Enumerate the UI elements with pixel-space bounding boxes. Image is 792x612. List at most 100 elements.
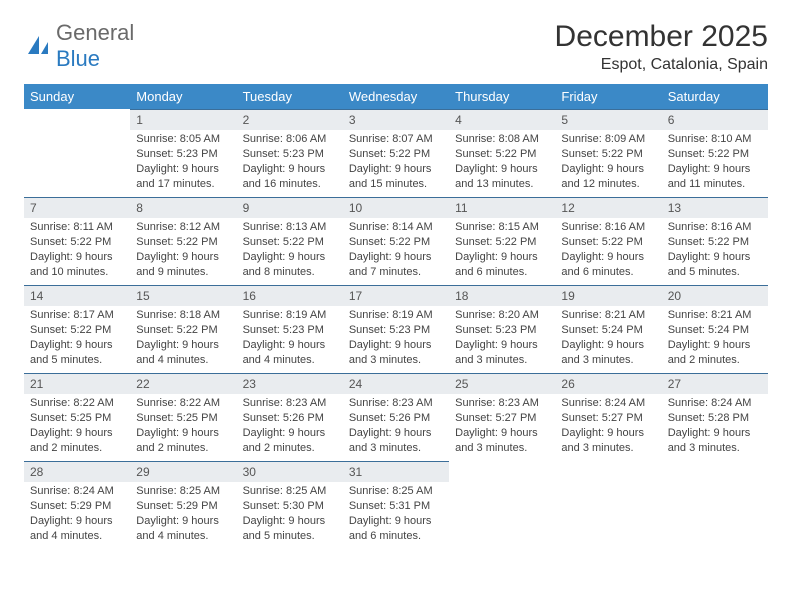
day-number: 1 <box>130 109 236 130</box>
day-body: Sunrise: 8:18 AMSunset: 5:22 PMDaylight:… <box>130 306 236 371</box>
calendar-day-cell <box>662 461 768 549</box>
daylight-line: Daylight: 9 hours and 10 minutes. <box>30 250 124 280</box>
day-number: 14 <box>24 285 130 306</box>
sunrise-line: Sunrise: 8:24 AM <box>30 484 124 499</box>
calendar-day-cell <box>449 461 555 549</box>
daylight-line: Daylight: 9 hours and 17 minutes. <box>136 162 230 192</box>
sunset-line: Sunset: 5:22 PM <box>668 235 762 250</box>
day-number: 8 <box>130 197 236 218</box>
day-number: 11 <box>449 197 555 218</box>
calendar-day-cell: 8Sunrise: 8:12 AMSunset: 5:22 PMDaylight… <box>130 197 236 285</box>
calendar-day-cell: 15Sunrise: 8:18 AMSunset: 5:22 PMDayligh… <box>130 285 236 373</box>
calendar-week-row: 14Sunrise: 8:17 AMSunset: 5:22 PMDayligh… <box>24 285 768 373</box>
sunset-line: Sunset: 5:23 PM <box>243 323 337 338</box>
sunrise-line: Sunrise: 8:14 AM <box>349 220 443 235</box>
day-body: Sunrise: 8:21 AMSunset: 5:24 PMDaylight:… <box>555 306 661 371</box>
location: Espot, Catalonia, Spain <box>555 56 768 74</box>
weekday-header: Monday <box>130 84 236 109</box>
sunrise-line: Sunrise: 8:22 AM <box>136 396 230 411</box>
calendar-day-cell: 28Sunrise: 8:24 AMSunset: 5:29 PMDayligh… <box>24 461 130 549</box>
title-block: December 2025 Espot, Catalonia, Spain <box>555 20 768 74</box>
day-number: 17 <box>343 285 449 306</box>
day-body: Sunrise: 8:10 AMSunset: 5:22 PMDaylight:… <box>662 130 768 195</box>
logo-sail-icon <box>24 32 52 60</box>
day-body: Sunrise: 8:13 AMSunset: 5:22 PMDaylight:… <box>237 218 343 283</box>
weekday-header: Thursday <box>449 84 555 109</box>
sunrise-line: Sunrise: 8:25 AM <box>243 484 337 499</box>
sunrise-line: Sunrise: 8:08 AM <box>455 132 549 147</box>
day-body: Sunrise: 8:15 AMSunset: 5:22 PMDaylight:… <box>449 218 555 283</box>
daylight-line: Daylight: 9 hours and 7 minutes. <box>349 250 443 280</box>
sunrise-line: Sunrise: 8:06 AM <box>243 132 337 147</box>
sunset-line: Sunset: 5:27 PM <box>455 411 549 426</box>
calendar-day-cell: 17Sunrise: 8:19 AMSunset: 5:23 PMDayligh… <box>343 285 449 373</box>
daylight-line: Daylight: 9 hours and 3 minutes. <box>668 426 762 456</box>
sunset-line: Sunset: 5:27 PM <box>561 411 655 426</box>
day-number: 16 <box>237 285 343 306</box>
sunset-line: Sunset: 5:29 PM <box>30 499 124 514</box>
sunset-line: Sunset: 5:23 PM <box>243 147 337 162</box>
weekday-header-row: Sunday Monday Tuesday Wednesday Thursday… <box>24 84 768 109</box>
sunrise-line: Sunrise: 8:25 AM <box>136 484 230 499</box>
calendar-week-row: 1Sunrise: 8:05 AMSunset: 5:23 PMDaylight… <box>24 109 768 197</box>
calendar-day-cell: 4Sunrise: 8:08 AMSunset: 5:22 PMDaylight… <box>449 109 555 197</box>
day-number: 6 <box>662 109 768 130</box>
weekday-header: Friday <box>555 84 661 109</box>
daylight-line: Daylight: 9 hours and 3 minutes. <box>349 338 443 368</box>
calendar-day-cell: 14Sunrise: 8:17 AMSunset: 5:22 PMDayligh… <box>24 285 130 373</box>
day-body: Sunrise: 8:24 AMSunset: 5:27 PMDaylight:… <box>555 394 661 459</box>
daylight-line: Daylight: 9 hours and 6 minutes. <box>455 250 549 280</box>
calendar-day-cell: 22Sunrise: 8:22 AMSunset: 5:25 PMDayligh… <box>130 373 236 461</box>
sunset-line: Sunset: 5:22 PM <box>349 147 443 162</box>
sunrise-line: Sunrise: 8:05 AM <box>136 132 230 147</box>
daylight-line: Daylight: 9 hours and 3 minutes. <box>561 426 655 456</box>
daylight-line: Daylight: 9 hours and 2 minutes. <box>30 426 124 456</box>
calendar-day-cell: 7Sunrise: 8:11 AMSunset: 5:22 PMDaylight… <box>24 197 130 285</box>
weekday-header: Tuesday <box>237 84 343 109</box>
calendar-day-cell: 20Sunrise: 8:21 AMSunset: 5:24 PMDayligh… <box>662 285 768 373</box>
day-number: 15 <box>130 285 236 306</box>
calendar-day-cell: 25Sunrise: 8:23 AMSunset: 5:27 PMDayligh… <box>449 373 555 461</box>
day-number: 31 <box>343 461 449 482</box>
sunrise-line: Sunrise: 8:09 AM <box>561 132 655 147</box>
day-number: 18 <box>449 285 555 306</box>
daylight-line: Daylight: 9 hours and 3 minutes. <box>455 426 549 456</box>
day-number: 30 <box>237 461 343 482</box>
calendar-day-cell: 30Sunrise: 8:25 AMSunset: 5:30 PMDayligh… <box>237 461 343 549</box>
day-body: Sunrise: 8:17 AMSunset: 5:22 PMDaylight:… <box>24 306 130 371</box>
sunset-line: Sunset: 5:29 PM <box>136 499 230 514</box>
sunrise-line: Sunrise: 8:10 AM <box>668 132 762 147</box>
sunset-line: Sunset: 5:23 PM <box>349 323 443 338</box>
sunset-line: Sunset: 5:22 PM <box>243 235 337 250</box>
calendar-day-cell: 27Sunrise: 8:24 AMSunset: 5:28 PMDayligh… <box>662 373 768 461</box>
sunrise-line: Sunrise: 8:16 AM <box>668 220 762 235</box>
sunrise-line: Sunrise: 8:24 AM <box>561 396 655 411</box>
daylight-line: Daylight: 9 hours and 5 minutes. <box>243 514 337 544</box>
calendar-day-cell: 16Sunrise: 8:19 AMSunset: 5:23 PMDayligh… <box>237 285 343 373</box>
calendar-day-cell: 29Sunrise: 8:25 AMSunset: 5:29 PMDayligh… <box>130 461 236 549</box>
calendar-day-cell <box>555 461 661 549</box>
calendar-day-cell: 11Sunrise: 8:15 AMSunset: 5:22 PMDayligh… <box>449 197 555 285</box>
calendar-week-row: 21Sunrise: 8:22 AMSunset: 5:25 PMDayligh… <box>24 373 768 461</box>
day-number: 24 <box>343 373 449 394</box>
logo-word-blue: Blue <box>56 46 100 71</box>
sunrise-line: Sunrise: 8:15 AM <box>455 220 549 235</box>
weekday-header: Saturday <box>662 84 768 109</box>
calendar-day-cell: 3Sunrise: 8:07 AMSunset: 5:22 PMDaylight… <box>343 109 449 197</box>
header: General Blue December 2025 Espot, Catalo… <box>24 20 768 74</box>
day-body: Sunrise: 8:07 AMSunset: 5:22 PMDaylight:… <box>343 130 449 195</box>
sunrise-line: Sunrise: 8:13 AM <box>243 220 337 235</box>
day-body: Sunrise: 8:23 AMSunset: 5:26 PMDaylight:… <box>237 394 343 459</box>
logo: General Blue <box>24 20 134 72</box>
daylight-line: Daylight: 9 hours and 16 minutes. <box>243 162 337 192</box>
calendar-day-cell: 1Sunrise: 8:05 AMSunset: 5:23 PMDaylight… <box>130 109 236 197</box>
daylight-line: Daylight: 9 hours and 2 minutes. <box>136 426 230 456</box>
daylight-line: Daylight: 9 hours and 5 minutes. <box>668 250 762 280</box>
sunset-line: Sunset: 5:22 PM <box>668 147 762 162</box>
sunrise-line: Sunrise: 8:23 AM <box>349 396 443 411</box>
day-number: 27 <box>662 373 768 394</box>
sunrise-line: Sunrise: 8:18 AM <box>136 308 230 323</box>
sunrise-line: Sunrise: 8:21 AM <box>668 308 762 323</box>
sunset-line: Sunset: 5:25 PM <box>136 411 230 426</box>
sunrise-line: Sunrise: 8:23 AM <box>243 396 337 411</box>
